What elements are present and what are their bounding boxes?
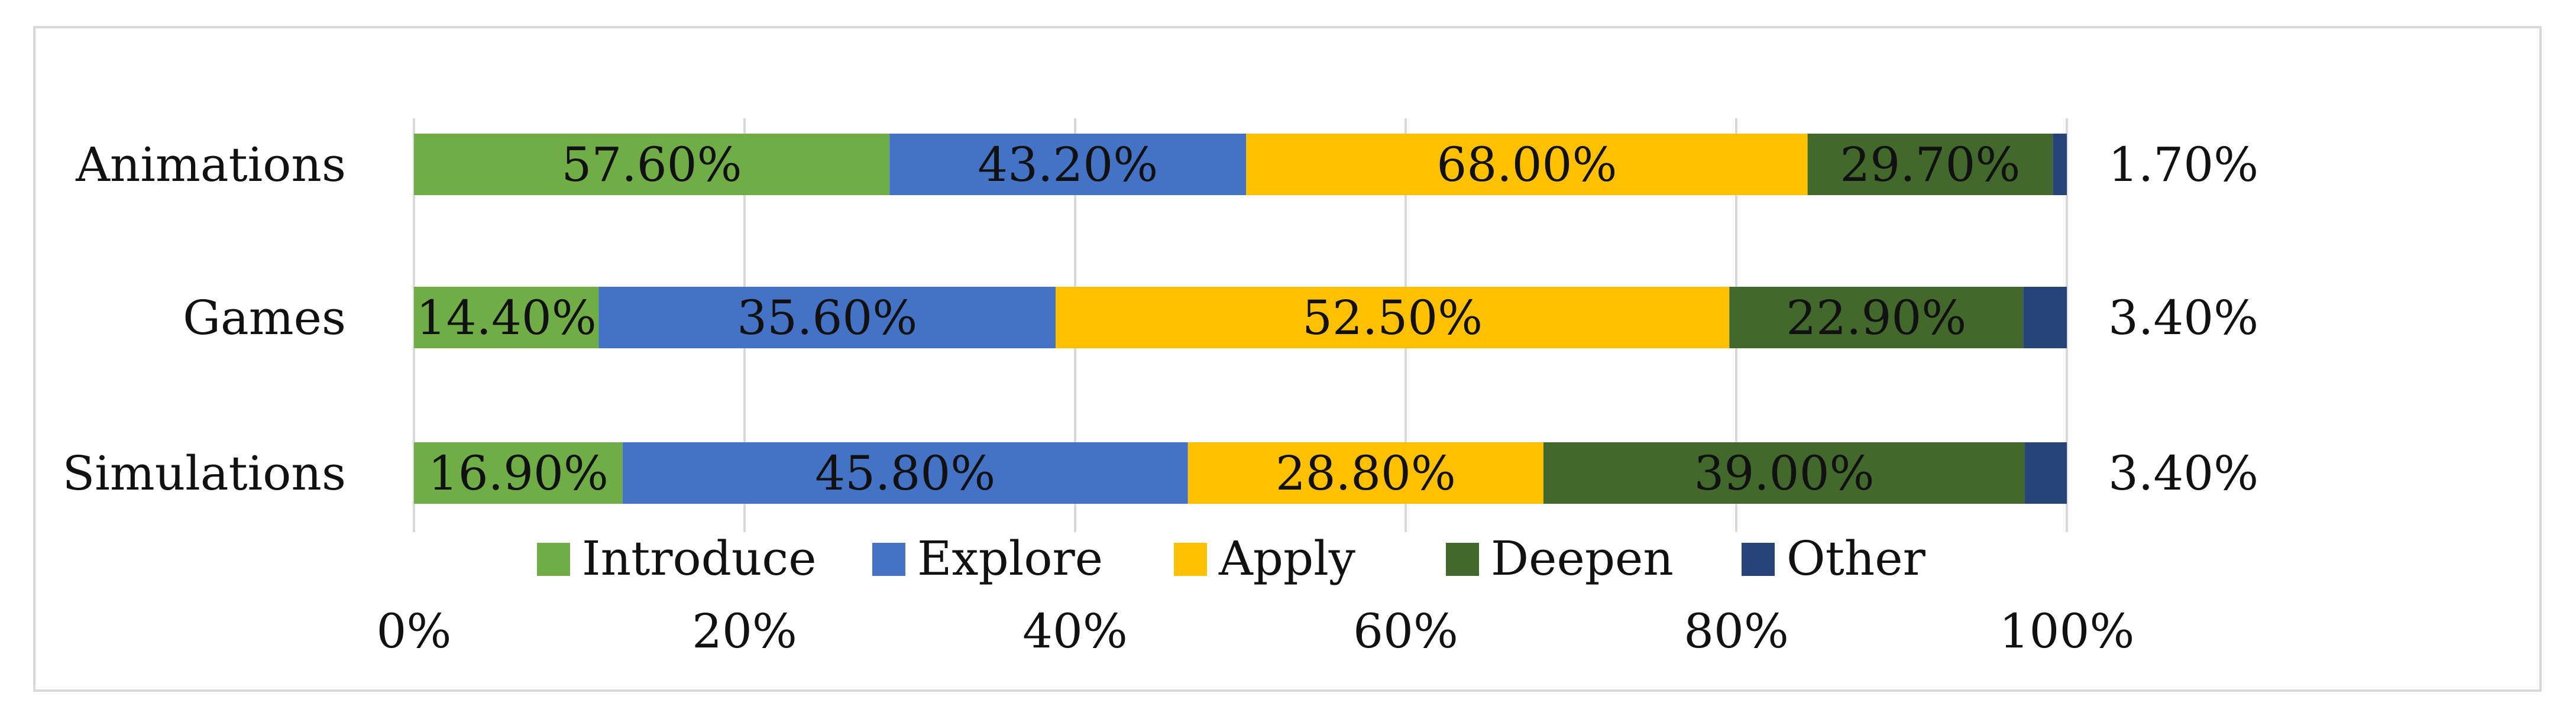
legend-label-other: Other [1787,531,1926,586]
data-label-simulations-apply: 28.80% [1276,446,1456,501]
x-tick-label: 0% [377,604,452,659]
data-label-simulations-other: 3.40% [2108,446,2258,501]
data-label-animations-deepen: 29.70% [1840,137,2020,192]
category-labels: Animations Games Simulations [62,137,346,501]
legend-swatch-introduce [537,543,570,576]
bars: 57.60% 43.20% 68.00% 29.70% 1.70% 14.40% 35.60… [414,134,2258,504]
data-label-simulations-introduce: 16.90% [428,446,609,501]
bar-animations-explore [889,134,1247,195]
category-label-games: Games [183,290,346,345]
bar-games-other [2023,287,2067,348]
bar-games-introduce [414,287,599,348]
data-label-games-deepen: 22.90% [1786,290,1966,345]
bar-games-deepen [1729,287,2024,348]
legend-label-introduce: Introduce [582,531,817,586]
category-label-simulations: Simulations [62,446,346,501]
x-tick-label: 40% [1022,604,1128,659]
legend-swatch-deepen [1446,543,1479,576]
bar-games-explore [598,287,1056,348]
data-label-animations-other: 1.70% [2108,137,2258,192]
data-label-games-introduce: 14.40% [416,290,597,345]
bar-animations-deepen [1807,134,2053,195]
bar-animations-apply [1246,134,1808,195]
data-label-animations-introduce: 57.60% [562,137,742,192]
data-label-games-other: 3.40% [2108,290,2258,345]
legend-label-deepen: Deepen [1491,531,1674,586]
category-label-animations: Animations [75,137,346,192]
bar-simulations-other [2025,442,2067,504]
legend-swatch-other [1742,543,1775,576]
legend-swatch-explore [872,543,905,576]
legend-swatch-apply [1174,543,1207,576]
data-label-animations-explore: 43.20% [978,137,1158,192]
bar-animations-other [2053,134,2067,195]
x-tick-labels: 0% 20% 40% 60% 80% 100% [377,604,2135,659]
legend: Introduce Explore Apply Deepen Other [537,531,1926,586]
legend-label-apply: Apply [1218,531,1355,586]
legend-label-explore: Explore [917,531,1103,586]
data-label-games-explore: 35.60% [737,290,917,345]
data-label-simulations-deepen: 39.00% [1694,446,1874,501]
bar-games-apply [1056,287,1730,348]
bar-simulations-explore [622,442,1188,504]
bar-simulations-introduce [414,442,623,504]
bar-simulations-apply [1187,442,1543,504]
data-label-simulations-explore: 45.80% [815,446,995,501]
x-tick-label: 20% [692,604,797,659]
data-label-games-apply: 52.50% [1302,290,1483,345]
x-tick-label: 80% [1684,604,1789,659]
data-label-animations-apply: 68.00% [1436,137,1617,192]
x-tick-label: 100% [1999,604,2135,659]
x-tick-label: 60% [1353,604,1458,659]
bar-animations-introduce [414,134,890,195]
bar-simulations-deepen [1543,442,2025,504]
